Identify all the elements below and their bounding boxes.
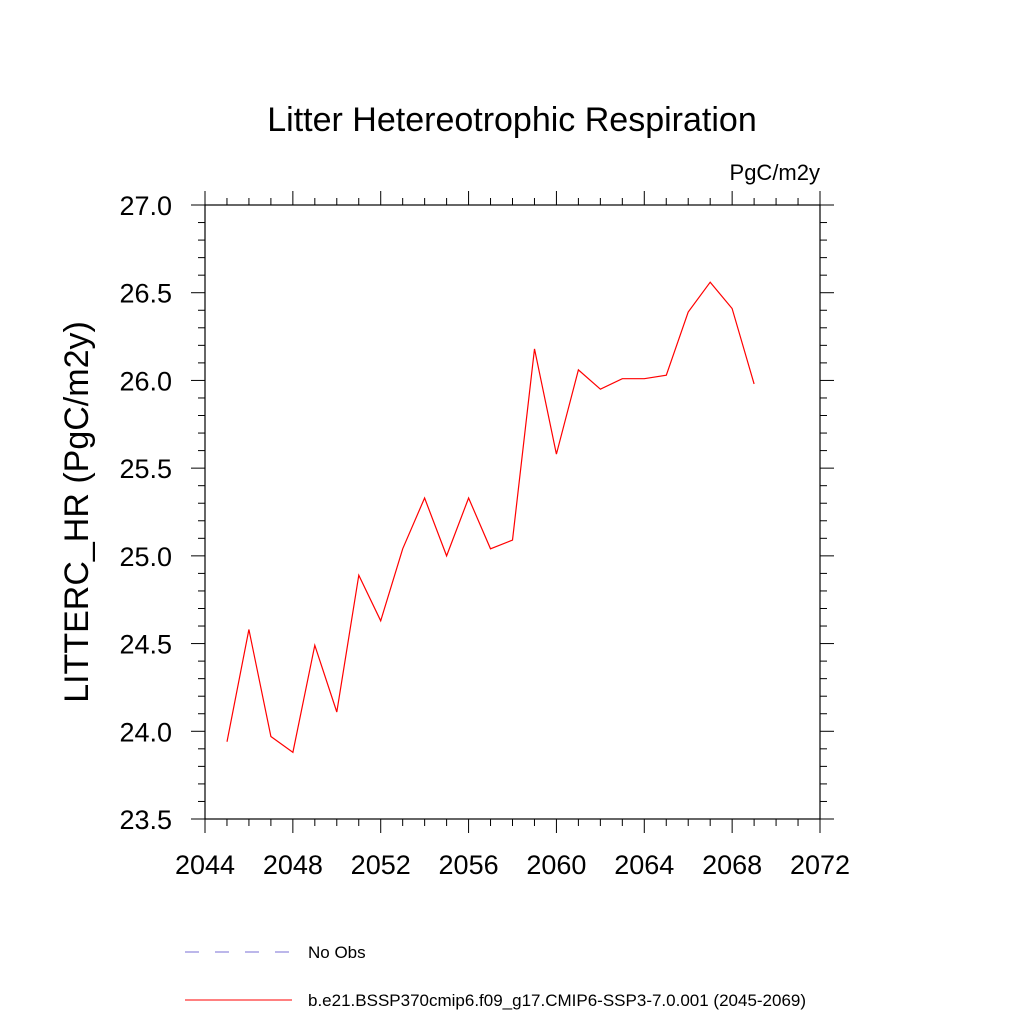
legend: No Obs b.e21.BSSP370cmip6.f09_g17.CMIP6-S… xyxy=(185,943,806,1010)
series-line xyxy=(226,281,755,754)
series-layer xyxy=(226,281,755,754)
x-tick-label: 2056 xyxy=(439,850,499,880)
x-tick-label: 2060 xyxy=(526,850,586,880)
legend-label: No Obs xyxy=(308,943,366,962)
y-tick-label: 25.0 xyxy=(119,542,172,572)
units-label: PgC/m2y xyxy=(730,160,820,185)
y-tick-label: 25.5 xyxy=(119,454,172,484)
y-tick-label: 24.5 xyxy=(119,630,172,660)
y-tick-label: 26.0 xyxy=(119,366,172,396)
x-tick-label: 2068 xyxy=(702,850,762,880)
x-tick-label: 2072 xyxy=(790,850,850,880)
y-axis-label: LITTERC_HR (PgC/m2y) xyxy=(58,321,96,703)
x-tick-label: 2044 xyxy=(175,850,235,880)
legend-label: b.e21.BSSP370cmip6.f09_g17.CMIP6-SSP3-7.… xyxy=(308,991,806,1010)
axis-tick-labels: 2044 2048 2052 2056 2060 2064 2068 2072 23.5 24.0… xyxy=(119,191,850,880)
chart-title: Litter Hetereotrophic Respiration xyxy=(267,101,756,139)
axis-ticks xyxy=(191,191,834,833)
y-tick-label: 23.5 xyxy=(119,805,172,835)
plot-frame xyxy=(204,204,821,820)
x-tick-label: 2048 xyxy=(263,850,323,880)
y-tick-label: 27.0 xyxy=(119,191,172,221)
y-tick-label: 26.5 xyxy=(119,279,172,309)
x-tick-label: 2052 xyxy=(351,850,411,880)
x-tick-label: 2064 xyxy=(614,850,674,880)
y-tick-label: 24.0 xyxy=(119,717,172,747)
